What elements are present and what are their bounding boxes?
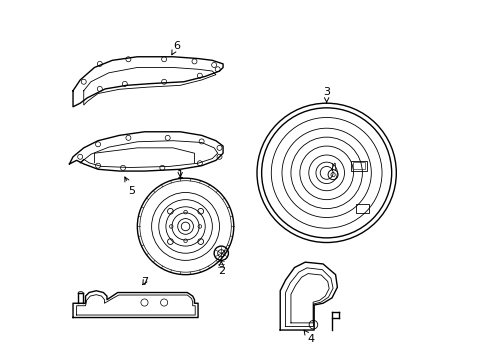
Text: 6: 6 [171,41,180,55]
Text: 7: 7 [141,277,148,287]
Text: 3: 3 [323,87,329,103]
Text: 1: 1 [176,170,183,180]
Text: 2: 2 [217,261,224,276]
Text: 5: 5 [124,177,135,196]
Text: 4: 4 [304,330,313,344]
